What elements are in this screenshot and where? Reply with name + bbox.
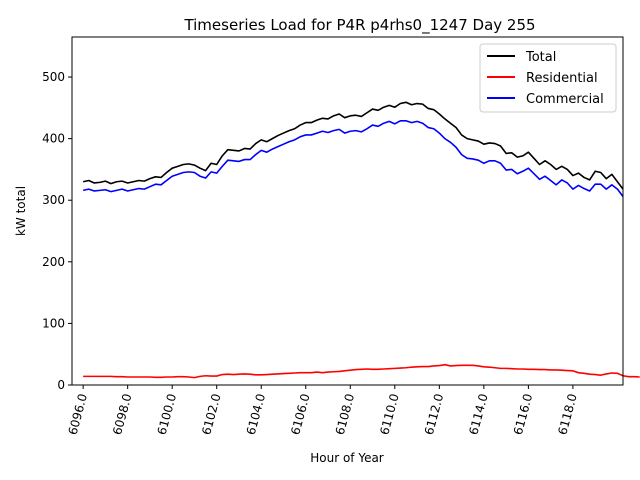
series-line-commercial — [82, 119, 624, 198]
y-tick-label: 400 — [42, 132, 65, 146]
legend: Total Residential Commercial — [479, 43, 617, 113]
y-axis-label: kW total — [14, 186, 28, 236]
axes-frame — [71, 36, 624, 386]
legend-label-total: Total — [525, 50, 556, 65]
x-axis-label: Hour of Year — [310, 451, 384, 465]
legend-label-residential: Residential — [526, 71, 598, 86]
series-line-residential — [83, 363, 640, 379]
y-tick-label: 300 — [42, 193, 65, 207]
legend-label-commercial: Commercial — [526, 92, 604, 107]
plot-area — [82, 101, 640, 379]
y-tick-label: 200 — [42, 255, 65, 269]
series-line-total — [82, 101, 624, 190]
y-tick-label: 100 — [42, 316, 65, 330]
chart-title: Timeseries Load for P4R p4rhs0_1247 Day … — [183, 16, 535, 35]
legend-box — [479, 43, 617, 113]
y-tick-label: 0 — [57, 378, 65, 392]
y-tick-label: 500 — [42, 70, 65, 84]
